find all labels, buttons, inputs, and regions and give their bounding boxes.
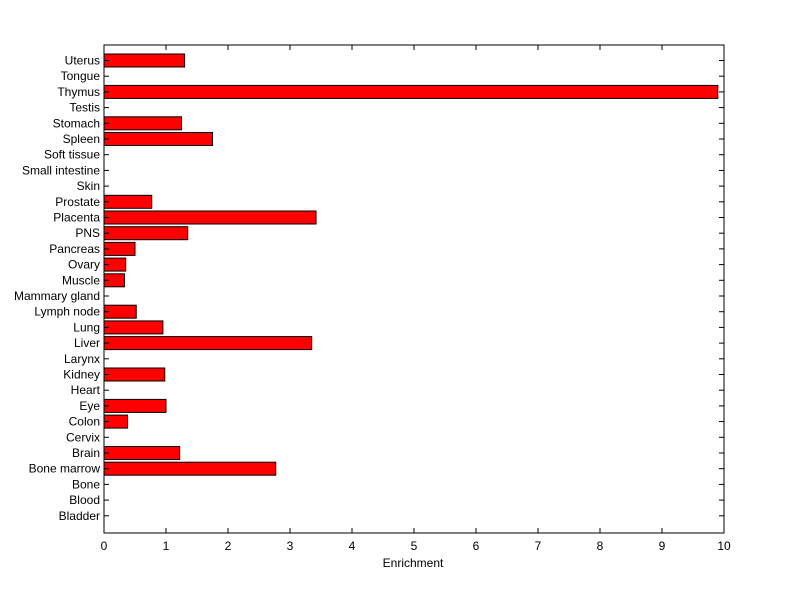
y-axis-ticks: [104, 60, 724, 517]
bar-brain: [103, 446, 181, 460]
x-axis-title: Enrichment: [383, 556, 444, 570]
bar-kidney: [103, 367, 166, 382]
y-tick-label: Stomach: [53, 116, 100, 130]
x-tick-label: 3: [287, 539, 294, 553]
x-tick-label: 10: [717, 539, 731, 553]
x-tick-label: 2: [225, 539, 232, 553]
y-tick-label: Blood: [69, 493, 100, 507]
x-tick-label: 9: [659, 539, 666, 553]
y-tick-label: Spleen: [63, 132, 100, 146]
y-tick-label: Tongue: [61, 69, 101, 83]
bar-spleen: [103, 132, 213, 146]
y-tick-label: Colon: [69, 415, 100, 429]
x-tick-label: 5: [411, 539, 418, 553]
bar-lung: [103, 320, 164, 335]
bar-thymus: [103, 84, 719, 99]
y-tick-label: Heart: [71, 383, 101, 397]
y-tick-label: Muscle: [62, 273, 100, 287]
x-tick-label: 1: [163, 539, 170, 553]
plot-area: [103, 44, 725, 534]
x-tick-label: 8: [597, 539, 604, 553]
x-tick-label: 7: [535, 539, 542, 553]
bar-liver: [103, 336, 313, 351]
bar-bone-marrow: [103, 461, 277, 476]
y-tick-label: Small intestine: [22, 163, 100, 177]
bar-placenta: [103, 210, 317, 225]
x-tick-label: 0: [101, 539, 108, 553]
y-tick-label: Eye: [79, 399, 100, 413]
y-tick-label: Larynx: [64, 352, 100, 366]
y-tick-label: Soft tissue: [44, 148, 100, 162]
y-tick-label: Thymus: [57, 85, 100, 99]
y-tick-label: Brain: [72, 446, 100, 460]
x-axis-ticks: [103, 45, 725, 533]
y-tick-label: Placenta: [53, 211, 100, 225]
y-tick-label: Prostate: [55, 195, 100, 209]
y-tick-label: Cervix: [66, 430, 100, 444]
y-tick-label: Ovary: [68, 258, 100, 272]
bar-eye: [103, 398, 167, 413]
y-tick-label: PNS: [75, 226, 100, 240]
y-tick-label: Kidney: [63, 368, 100, 382]
y-tick-label: Skin: [77, 179, 100, 193]
bar-prostate: [103, 194, 153, 209]
bar-uterus: [103, 53, 186, 68]
y-tick-label: Bone: [72, 477, 100, 491]
x-tick-label: 4: [349, 539, 356, 553]
y-tick-label: Uterus: [65, 54, 100, 68]
y-tick-label: Lymph node: [34, 305, 100, 319]
y-tick-label: Mammary gland: [14, 289, 100, 303]
x-axis-labels: 0 1 2 3 4 5 6 7 8 9 10: [101, 539, 731, 553]
y-tick-label: Liver: [74, 336, 100, 350]
y-tick-label: Lung: [73, 320, 100, 334]
x-tick-label: 6: [473, 539, 480, 553]
y-tick-label: Bone marrow: [29, 462, 101, 476]
bar-pns: [103, 226, 189, 241]
y-tick-label: Pancreas: [49, 242, 100, 256]
bar-stomach: [103, 116, 182, 131]
y-tick-label: Bladder: [59, 509, 100, 523]
y-tick-label: Testis: [69, 101, 100, 115]
